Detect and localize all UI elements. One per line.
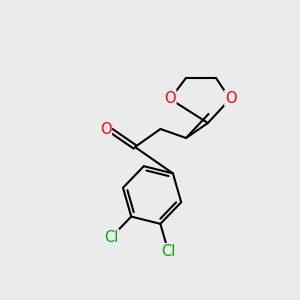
Text: Cl: Cl (161, 244, 176, 259)
Text: O: O (225, 91, 236, 106)
Text: O: O (164, 91, 176, 106)
Text: Cl: Cl (104, 230, 118, 244)
Text: O: O (100, 122, 111, 136)
